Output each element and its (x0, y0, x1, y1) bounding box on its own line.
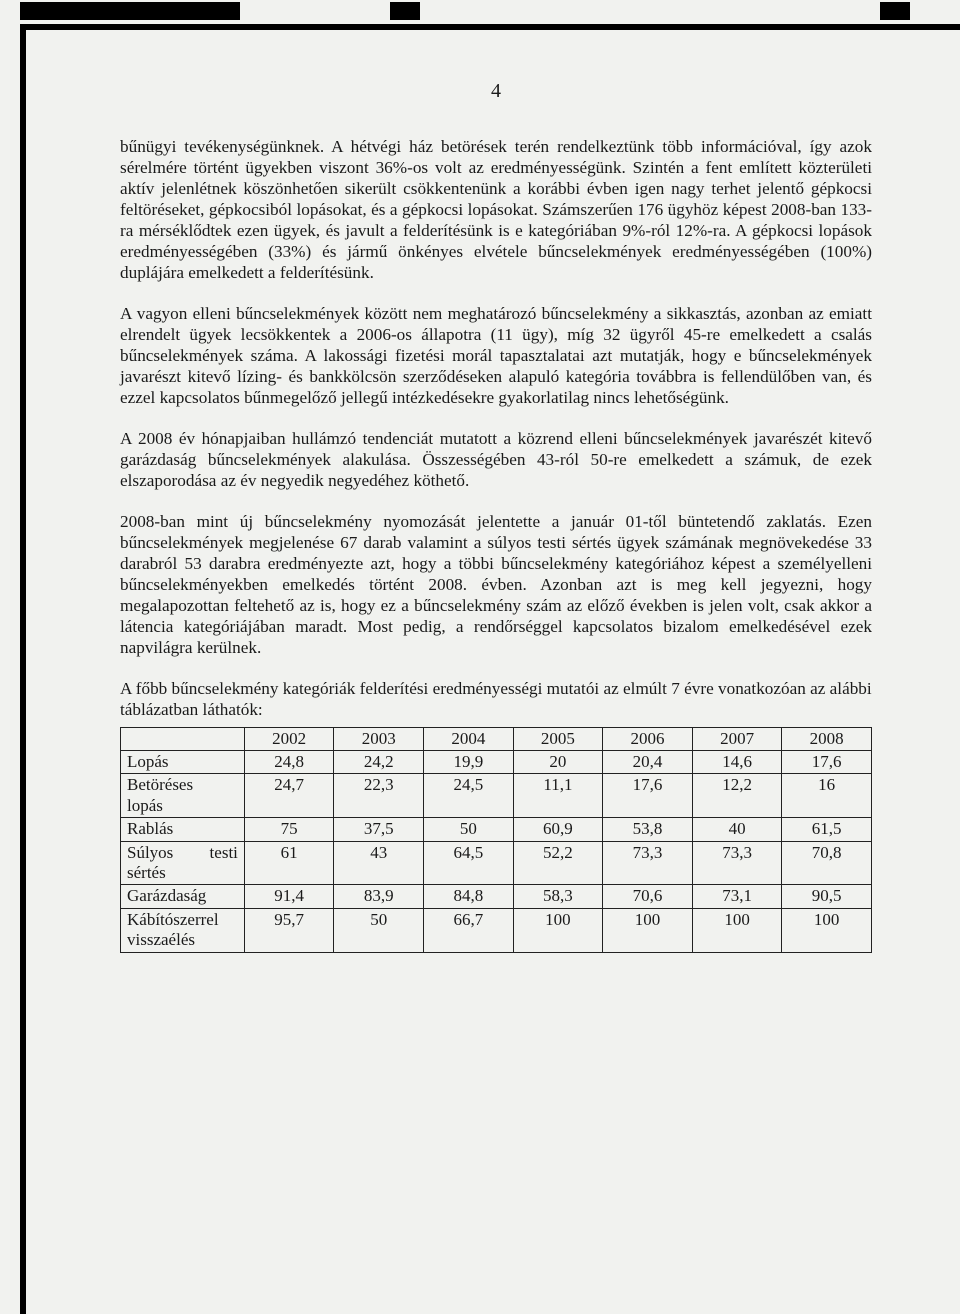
detection-rate-table: 2002 2003 2004 2005 2006 2007 2008 Lopás… (120, 727, 872, 953)
row-label: Rablás (121, 818, 245, 841)
cell: 22,3 (334, 774, 424, 818)
paragraph: A 2008 év hónapjaiban hullámzó tendenciá… (120, 429, 872, 492)
cell: 90,5 (782, 885, 872, 908)
table-header: 2008 (782, 727, 872, 750)
row-label: Garázdaság (121, 885, 245, 908)
cell: 50 (424, 818, 514, 841)
table-header: 2006 (603, 727, 693, 750)
cell: 19,9 (424, 751, 514, 774)
cell: 83,9 (334, 885, 424, 908)
row-label: Súlyos testisértés (121, 841, 245, 885)
cell: 17,6 (603, 774, 693, 818)
cell: 50 (334, 908, 424, 952)
table-intro: A főbb bűncselekmény kategóriák felderít… (120, 679, 872, 721)
scan-mark (390, 2, 420, 20)
table-header: 2007 (692, 727, 782, 750)
cell: 12,2 (692, 774, 782, 818)
cell: 95,7 (244, 908, 334, 952)
cell: 40 (692, 818, 782, 841)
cell: 64,5 (424, 841, 514, 885)
scan-mark (20, 2, 240, 20)
table-header-row: 2002 2003 2004 2005 2006 2007 2008 (121, 727, 872, 750)
cell: 58,3 (513, 885, 603, 908)
table-row: Lopás 24,8 24,2 19,9 20 20,4 14,6 17,6 (121, 751, 872, 774)
paragraph: bűnügyi tevékenységünknek. A hétvégi ház… (120, 137, 872, 284)
cell: 43 (334, 841, 424, 885)
scanned-page: 4 bűnügyi tevékenységünknek. A hétvégi h… (0, 0, 960, 1314)
page-number: 4 (120, 80, 872, 103)
table-row: Súlyos testisértés 61 43 64,5 52,2 73,3 … (121, 841, 872, 885)
page-content: 4 bűnügyi tevékenységünknek. A hétvégi h… (120, 80, 872, 953)
cell: 73,1 (692, 885, 782, 908)
table-header: 2005 (513, 727, 603, 750)
cell: 73,3 (692, 841, 782, 885)
paragraph: 2008-ban mint új bűncselekmény nyomozásá… (120, 512, 872, 659)
cell: 24,7 (244, 774, 334, 818)
table-row: Betöréseslopás 24,7 22,3 24,5 11,1 17,6 … (121, 774, 872, 818)
cell: 16 (782, 774, 872, 818)
paragraph: A vagyon elleni bűncselekmények között n… (120, 304, 872, 409)
cell: 75 (244, 818, 334, 841)
row-label: Kábítószerrelvisszaélés (121, 908, 245, 952)
table-row: Garázdaság 91,4 83,9 84,8 58,3 70,6 73,1… (121, 885, 872, 908)
cell: 61,5 (782, 818, 872, 841)
cell: 37,5 (334, 818, 424, 841)
cell: 17,6 (782, 751, 872, 774)
cell: 20 (513, 751, 603, 774)
cell: 11,1 (513, 774, 603, 818)
cell: 70,6 (603, 885, 693, 908)
cell: 66,7 (424, 908, 514, 952)
cell: 60,9 (513, 818, 603, 841)
cell: 91,4 (244, 885, 334, 908)
cell: 100 (692, 908, 782, 952)
cell: 24,8 (244, 751, 334, 774)
row-label: Lopás (121, 751, 245, 774)
cell: 70,8 (782, 841, 872, 885)
cell: 73,3 (603, 841, 693, 885)
cell: 61 (244, 841, 334, 885)
cell: 14,6 (692, 751, 782, 774)
row-label: Betöréseslopás (121, 774, 245, 818)
cell: 24,5 (424, 774, 514, 818)
table-header: 2002 (244, 727, 334, 750)
table-header: 2003 (334, 727, 424, 750)
table-header: 2004 (424, 727, 514, 750)
scan-mark (880, 2, 910, 20)
scan-frame-left (20, 24, 26, 1314)
cell: 100 (513, 908, 603, 952)
cell: 20,4 (603, 751, 693, 774)
table-row: Rablás 75 37,5 50 60,9 53,8 40 61,5 (121, 818, 872, 841)
table-header (121, 727, 245, 750)
cell: 84,8 (424, 885, 514, 908)
cell: 24,2 (334, 751, 424, 774)
table-row: Kábítószerrelvisszaélés 95,7 50 66,7 100… (121, 908, 872, 952)
scan-frame-top (20, 24, 960, 30)
cell: 52,2 (513, 841, 603, 885)
cell: 100 (603, 908, 693, 952)
cell: 53,8 (603, 818, 693, 841)
cell: 100 (782, 908, 872, 952)
